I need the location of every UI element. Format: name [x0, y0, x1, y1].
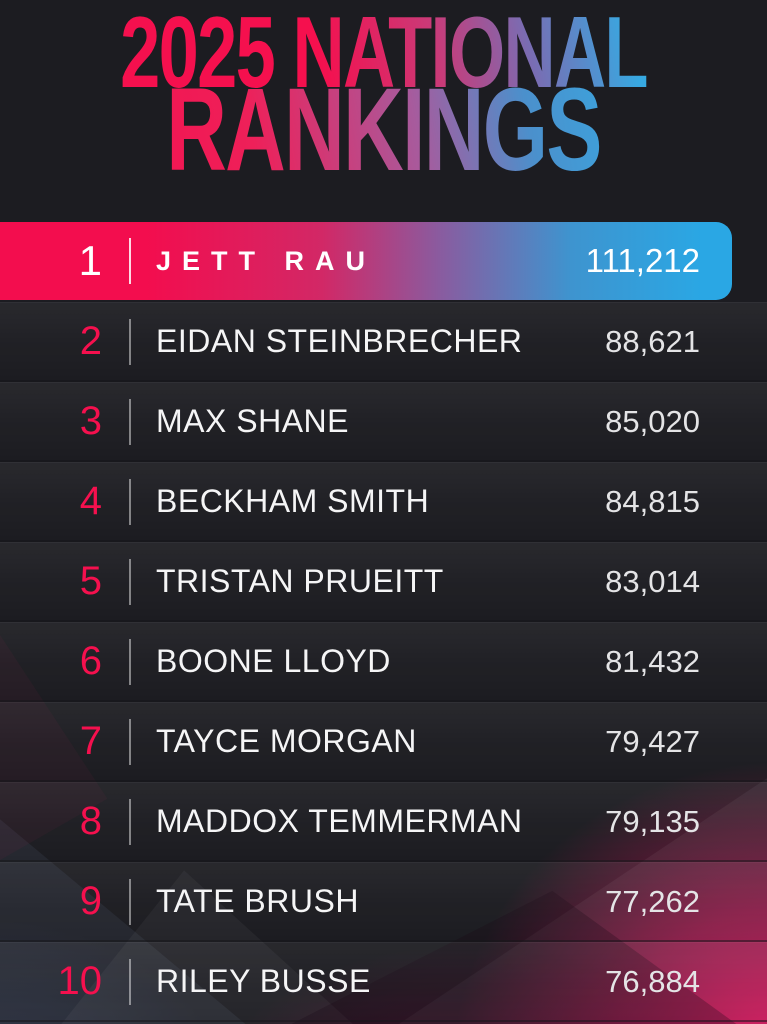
ranking-row: 10 RILEY BUSSE 76,884 — [0, 942, 767, 1022]
rank-divider — [129, 638, 131, 685]
rank-number: 7 — [79, 719, 102, 763]
rank-number: 10 — [57, 959, 103, 1003]
rank-number: 3 — [79, 399, 102, 443]
rank-divider — [129, 318, 131, 365]
player-points: 77,262 — [605, 883, 700, 919]
player-points: 81,432 — [605, 643, 700, 679]
ranking-row: 1 JETT RAU 111,212 — [0, 222, 732, 300]
rank-divider — [129, 958, 131, 1005]
ranking-row: 3 MAX SHANE 85,020 — [0, 382, 767, 462]
rank-divider — [129, 558, 131, 605]
rank-divider — [129, 718, 131, 765]
ranking-row: 7 TAYCE MORGAN 79,427 — [0, 702, 767, 782]
rank-number: 1 — [78, 237, 102, 284]
ranking-row: 6 BOONE LLOYD 81,432 — [0, 622, 767, 702]
ranking-row: 8 MADDOX TEMMERMAN 79,135 — [0, 782, 767, 862]
player-name: TRISTAN PRUEITT — [156, 563, 444, 599]
player-name: MADDOX TEMMERMAN — [156, 803, 523, 839]
player-name: RILEY BUSSE — [156, 963, 371, 999]
player-points: 79,427 — [605, 723, 700, 759]
player-name: BECKHAM SMITH — [156, 483, 430, 519]
rank-divider — [129, 238, 131, 284]
player-name: MAX SHANE — [156, 403, 349, 439]
player-points: 111,212 — [585, 242, 700, 279]
player-points: 84,815 — [605, 483, 700, 519]
title-line-2: RANKINGS — [61, 71, 705, 189]
page-header: 2025 NATIONAL RANKINGS — [0, 0, 767, 222]
player-points: 85,020 — [605, 403, 700, 439]
player-name: TAYCE MORGAN — [156, 723, 417, 759]
player-name: TATE BRUSH — [156, 883, 359, 919]
player-name: JETT RAU — [156, 245, 377, 276]
rank-number: 5 — [79, 559, 102, 603]
player-points: 79,135 — [605, 803, 700, 839]
player-name: BOONE LLOYD — [156, 643, 391, 679]
player-points: 88,621 — [605, 323, 700, 359]
rank-divider — [129, 398, 131, 445]
rank-number: 2 — [79, 319, 102, 363]
rank-number: 8 — [79, 799, 102, 843]
ranking-row: 2 EIDAN STEINBRECHER 88,621 — [0, 302, 767, 382]
rank-divider — [129, 798, 131, 845]
ranking-row: 9 TATE BRUSH 77,262 — [0, 862, 767, 942]
player-points: 83,014 — [605, 563, 700, 599]
player-points: 76,884 — [605, 963, 700, 999]
rankings-list: 1 JETT RAU 111,212 2 EIDAN STEINBRECHER … — [0, 222, 767, 1022]
rank-divider — [129, 478, 131, 525]
ranking-row: 5 TRISTAN PRUEITT 83,014 — [0, 542, 767, 622]
player-name: EIDAN STEINBRECHER — [156, 323, 523, 359]
title-line-1: 2025 NATIONAL — [61, 2, 705, 103]
ranking-row: 4 BECKHAM SMITH 84,815 — [0, 462, 767, 542]
rank-number: 6 — [79, 639, 102, 683]
rank-divider — [129, 878, 131, 925]
rank-number: 4 — [79, 479, 102, 523]
rank-number: 9 — [79, 879, 102, 923]
